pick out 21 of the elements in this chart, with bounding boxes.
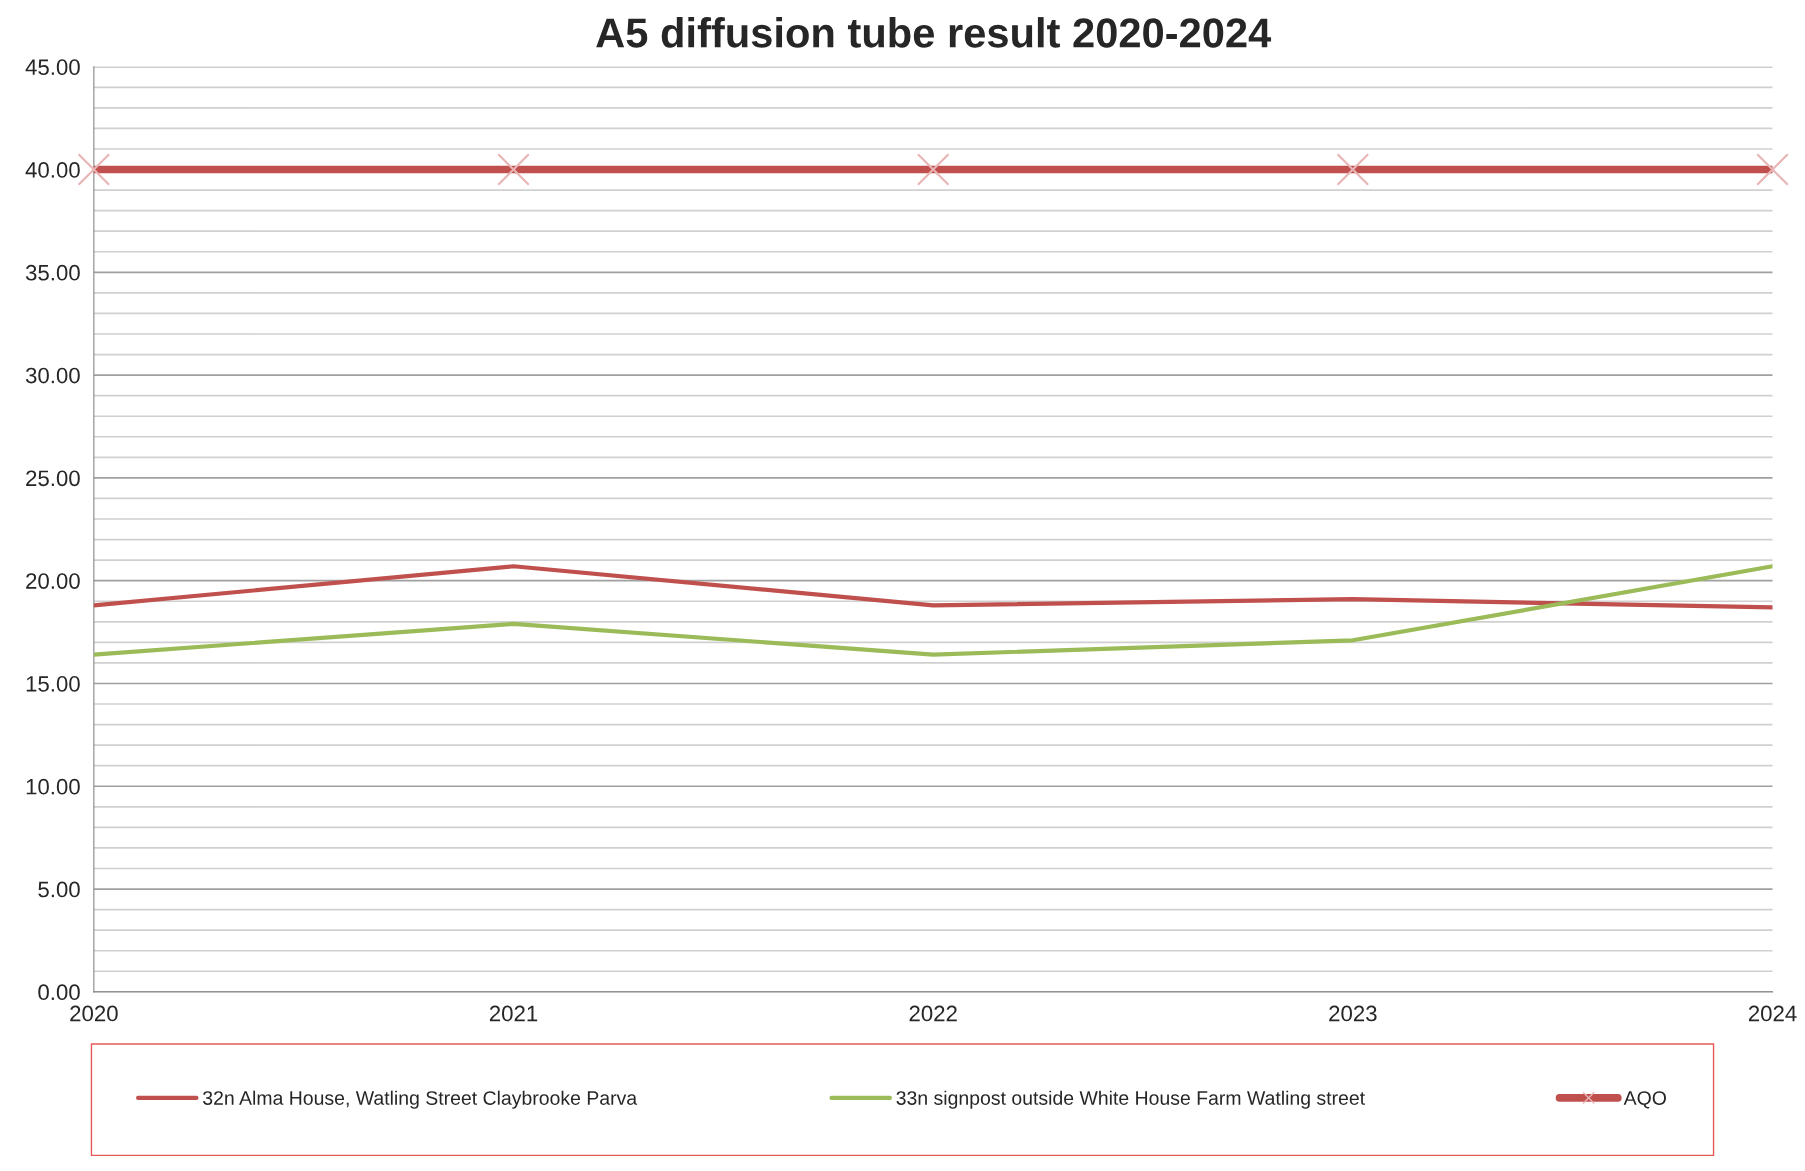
x-tick-label: 2023 <box>1329 1005 1377 1022</box>
y-tick-label: 0.00 <box>38 984 80 1001</box>
line-series <box>93 564 1773 610</box>
y-tick-label: 40.00 <box>25 162 80 178</box>
x-tick-label: 2024 <box>1748 1005 1797 1022</box>
legend-label: AQO <box>1623 1091 1666 1109</box>
y-tick-label: 25.00 <box>26 470 80 487</box>
line-series <box>93 564 1773 657</box>
y-tick-label: 20.00 <box>26 573 80 589</box>
y-tick-label: 30.00 <box>25 367 80 384</box>
y-tick-label: 35.00 <box>25 264 80 281</box>
y-tick-label: 5.00 <box>38 881 80 898</box>
y-tick-label: 15.00 <box>26 676 80 692</box>
legend-label: 32n Alma House, Watling Street Claybrooke Parva <box>203 1090 638 1109</box>
chart-title: A5 diffusion tube result 2020-2024 <box>596 17 1272 48</box>
x-tick-label: 2020 <box>70 1005 118 1022</box>
x-tick-label: 2021 <box>489 1005 538 1022</box>
legend-label: 33n signpost outside White House Farm Watling street <box>896 1090 1365 1109</box>
y-tick-label: 10.00 <box>26 778 80 795</box>
x-tick-label: 2022 <box>909 1005 957 1022</box>
y-tick-label: 45.00 <box>25 59 80 76</box>
